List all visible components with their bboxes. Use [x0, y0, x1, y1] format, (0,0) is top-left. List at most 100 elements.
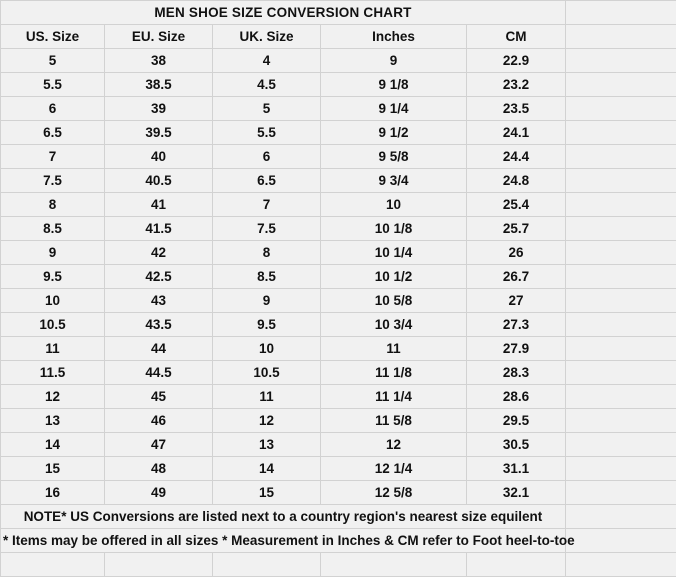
cell-uk-size[interactable]: 12	[213, 409, 321, 433]
cell-eu-size[interactable]: 38	[105, 49, 213, 73]
column-header-inches[interactable]: Inches	[321, 25, 467, 49]
cell-eu-size[interactable]: 46	[105, 409, 213, 433]
spare-cell[interactable]	[566, 481, 676, 505]
empty-cell[interactable]	[321, 553, 467, 577]
cell-cm[interactable]: 29.5	[467, 409, 566, 433]
cell-inches[interactable]: 11 1/4	[321, 385, 467, 409]
cell-uk-size[interactable]: 7.5	[213, 217, 321, 241]
spare-cell[interactable]	[566, 529, 676, 553]
cell-uk-size[interactable]: 9.5	[213, 313, 321, 337]
cell-eu-size[interactable]: 40	[105, 145, 213, 169]
cell-us-size[interactable]: 7	[1, 145, 105, 169]
cell-eu-size[interactable]: 43	[105, 289, 213, 313]
cell-cm[interactable]: 27.9	[467, 337, 566, 361]
spare-cell[interactable]	[566, 217, 676, 241]
cell-cm[interactable]: 26.7	[467, 265, 566, 289]
column-header-us-size[interactable]: US. Size	[1, 25, 105, 49]
cell-inches[interactable]: 12	[321, 433, 467, 457]
cell-eu-size[interactable]: 49	[105, 481, 213, 505]
cell-cm[interactable]: 25.7	[467, 217, 566, 241]
column-header-eu-size[interactable]: EU. Size	[105, 25, 213, 49]
cell-uk-size[interactable]: 8.5	[213, 265, 321, 289]
cell-uk-size[interactable]: 8	[213, 241, 321, 265]
cell-us-size[interactable]: 14	[1, 433, 105, 457]
cell-inches[interactable]: 9 5/8	[321, 145, 467, 169]
cell-inches[interactable]: 11	[321, 337, 467, 361]
cell-eu-size[interactable]: 41.5	[105, 217, 213, 241]
cell-us-size[interactable]: 9.5	[1, 265, 105, 289]
cell-uk-size[interactable]: 7	[213, 193, 321, 217]
cell-us-size[interactable]: 12	[1, 385, 105, 409]
cell-us-size[interactable]: 10.5	[1, 313, 105, 337]
cell-inches[interactable]: 10 1/2	[321, 265, 467, 289]
cell-cm[interactable]: 27	[467, 289, 566, 313]
spare-cell[interactable]	[566, 265, 676, 289]
cell-inches[interactable]: 9 1/4	[321, 97, 467, 121]
cell-cm[interactable]: 31.1	[467, 457, 566, 481]
cell-eu-size[interactable]: 42	[105, 241, 213, 265]
cell-us-size[interactable]: 8.5	[1, 217, 105, 241]
spare-cell[interactable]	[566, 289, 676, 313]
cell-cm[interactable]: 32.1	[467, 481, 566, 505]
cell-cm[interactable]: 26	[467, 241, 566, 265]
spare-cell[interactable]	[566, 145, 676, 169]
cell-inches[interactable]: 12 5/8	[321, 481, 467, 505]
cell-us-size[interactable]: 8	[1, 193, 105, 217]
cell-us-size[interactable]: 6	[1, 97, 105, 121]
cell-us-size[interactable]: 15	[1, 457, 105, 481]
cell-us-size[interactable]: 11.5	[1, 361, 105, 385]
cell-inches[interactable]: 12 1/4	[321, 457, 467, 481]
spare-cell[interactable]	[566, 385, 676, 409]
cell-cm[interactable]: 27.3	[467, 313, 566, 337]
cell-us-size[interactable]: 6.5	[1, 121, 105, 145]
cell-eu-size[interactable]: 41	[105, 193, 213, 217]
cell-cm[interactable]: 25.4	[467, 193, 566, 217]
spare-cell[interactable]	[566, 169, 676, 193]
spare-cell[interactable]	[566, 337, 676, 361]
cell-uk-size[interactable]: 11	[213, 385, 321, 409]
cell-us-size[interactable]: 7.5	[1, 169, 105, 193]
cell-uk-size[interactable]: 6.5	[213, 169, 321, 193]
spare-cell[interactable]	[566, 409, 676, 433]
spare-cell[interactable]	[566, 1, 676, 25]
cell-uk-size[interactable]: 6	[213, 145, 321, 169]
cell-inches[interactable]: 10 3/4	[321, 313, 467, 337]
cell-us-size[interactable]: 10	[1, 289, 105, 313]
cell-uk-size[interactable]: 13	[213, 433, 321, 457]
cell-cm[interactable]: 24.1	[467, 121, 566, 145]
cell-cm[interactable]: 24.4	[467, 145, 566, 169]
column-header-cm[interactable]: CM	[467, 25, 566, 49]
cell-eu-size[interactable]: 40.5	[105, 169, 213, 193]
cell-eu-size[interactable]: 48	[105, 457, 213, 481]
cell-us-size[interactable]: 11	[1, 337, 105, 361]
cell-uk-size[interactable]: 5	[213, 97, 321, 121]
spare-cell[interactable]	[566, 73, 676, 97]
spare-cell[interactable]	[566, 97, 676, 121]
cell-eu-size[interactable]: 39	[105, 97, 213, 121]
cell-uk-size[interactable]: 10.5	[213, 361, 321, 385]
spare-cell[interactable]	[566, 121, 676, 145]
cell-uk-size[interactable]: 9	[213, 289, 321, 313]
cell-cm[interactable]: 30.5	[467, 433, 566, 457]
cell-uk-size[interactable]: 5.5	[213, 121, 321, 145]
cell-inches[interactable]: 9	[321, 49, 467, 73]
cell-uk-size[interactable]: 4.5	[213, 73, 321, 97]
cell-inches[interactable]: 11 1/8	[321, 361, 467, 385]
empty-cell[interactable]	[1, 553, 105, 577]
cell-eu-size[interactable]: 42.5	[105, 265, 213, 289]
spare-cell[interactable]	[566, 49, 676, 73]
cell-eu-size[interactable]: 44	[105, 337, 213, 361]
cell-inches[interactable]: 10	[321, 193, 467, 217]
empty-cell[interactable]	[105, 553, 213, 577]
spare-cell[interactable]	[566, 193, 676, 217]
cell-inches[interactable]: 10 5/8	[321, 289, 467, 313]
cell-inches[interactable]: 10 1/8	[321, 217, 467, 241]
cell-us-size[interactable]: 5	[1, 49, 105, 73]
cell-us-size[interactable]: 13	[1, 409, 105, 433]
cell-eu-size[interactable]: 39.5	[105, 121, 213, 145]
cell-cm[interactable]: 28.6	[467, 385, 566, 409]
cell-inches[interactable]: 10 1/4	[321, 241, 467, 265]
cell-uk-size[interactable]: 14	[213, 457, 321, 481]
spare-cell[interactable]	[566, 505, 676, 529]
spare-cell[interactable]	[566, 457, 676, 481]
